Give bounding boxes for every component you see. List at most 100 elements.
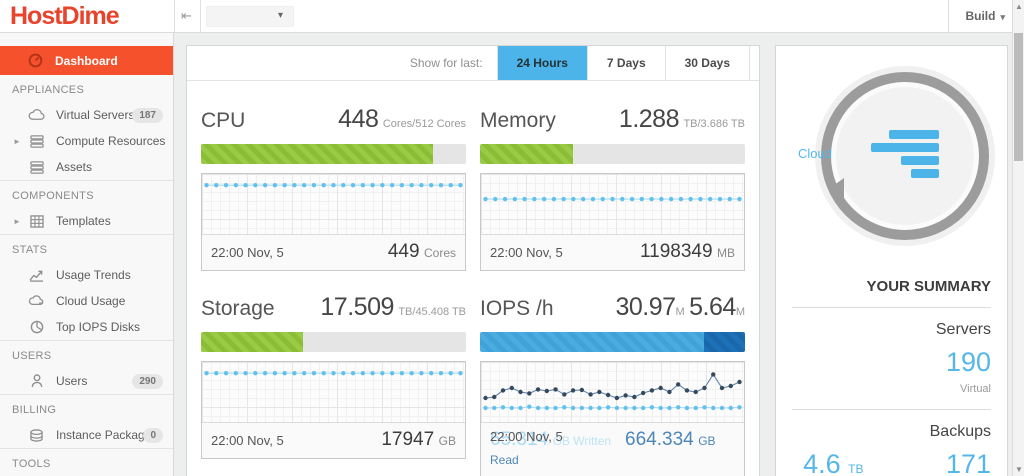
memory-sparkline: [483, 196, 742, 202]
sidebar-item-label: Top IOPS Disks: [56, 320, 141, 334]
summary-divider: [792, 307, 991, 308]
progress-segment-blue: [480, 332, 705, 352]
topbar-divider-2: [200, 0, 201, 32]
iops-read-unit: GB Read: [490, 434, 716, 467]
chevron-down-icon: ▾: [277, 10, 283, 21]
iops-value-read: 5.64: [689, 293, 736, 321]
storage-unit: TB/45.408 TB: [398, 306, 466, 318]
storage-chart-value: 17947: [381, 429, 435, 450]
tab-30-days[interactable]: 30 Days: [664, 46, 750, 80]
backup-size-value[interactable]: 4.6 TB: [792, 449, 864, 476]
sidebar-section-tools: TOOLS: [0, 448, 173, 476]
scroll-up-icon[interactable]: ▲: [1015, 2, 1023, 11]
storage-progress-bar: [201, 332, 466, 352]
user-icon: [28, 374, 45, 388]
memory-title: Memory: [480, 109, 556, 132]
backup-size-number: 4.6: [803, 449, 841, 476]
sidebar-item-label: Virtual Servers: [56, 108, 135, 122]
iops-written-unit: GB Written: [552, 434, 612, 448]
iops-sparkline: [483, 372, 742, 411]
tab-7-days[interactable]: 7 Days: [586, 46, 665, 80]
sidebar-item-users[interactable]: Users 290: [0, 368, 173, 394]
grid-icon: [28, 214, 45, 228]
usage-dashboard-card: Show for last: 24 Hours 7 Days 30 Days C…: [186, 45, 760, 476]
servers-icon: [28, 160, 45, 174]
expand-arrow-icon[interactable]: ►: [13, 216, 21, 226]
iops-title: IOPS /h: [480, 297, 554, 320]
iops-written-value: 65.314: [490, 429, 549, 450]
trend-icon: [28, 269, 45, 282]
sidebar-section-header: COMPONENTS: [12, 190, 94, 202]
iops-progress-bar: [480, 332, 745, 352]
backups-label: Backups: [929, 423, 991, 440]
scroll-down-icon[interactable]: ▼: [1015, 465, 1023, 474]
cloud-bubble-zone: Cloud: [792, 46, 991, 264]
zone-select[interactable]: ▾: [206, 6, 294, 27]
cpu-value: 448: [338, 105, 379, 133]
sidebar-item-assets[interactable]: Assets: [0, 154, 173, 180]
cpu-title: CPU: [201, 109, 246, 132]
sidebar-item-label: Users: [56, 374, 88, 388]
count-badge: 187: [132, 107, 163, 123]
cloud-icon: [28, 109, 45, 121]
usage-panels: CPU 448 Cores/512 Cores 22:00 Nov, 5 449…: [187, 81, 759, 476]
servers-sub-label: Virtual: [960, 383, 991, 395]
cpu-chart-time: 22:00 Nov, 5: [211, 245, 284, 260]
sidebar-item-templates[interactable]: ► Templates: [0, 208, 173, 234]
iops-unit-read: M: [735, 306, 745, 318]
packages-icon: [28, 428, 45, 442]
sidebar-section-header: APPLIANCES: [12, 84, 85, 96]
show-for-last-label: Show for last:: [409, 56, 483, 70]
iops-chart-time: 22:00 Nov, 5: [490, 429, 563, 444]
summary-card: Cloud YOUR SUMMARY Servers 190 Virtual B…: [775, 45, 1008, 476]
brand-logo: HostDime: [10, 2, 120, 30]
storage-chart-value-unit: GB: [438, 434, 456, 448]
sidebar-item-top-iops-disks[interactable]: Top IOPS Disks: [0, 314, 173, 340]
storage-chart-time: 22:00 Nov, 5: [211, 433, 284, 448]
cpu-chart-value: 449: [387, 241, 420, 262]
sidebar-item-cloud-usage[interactable]: Cloud Usage: [0, 288, 173, 314]
topbar-divider: [174, 0, 175, 32]
storage-chart: 22:00 Nov, 5 17947 GB: [201, 361, 466, 459]
sidebar-collapse-icon[interactable]: ⇤: [181, 8, 192, 23]
servers-icon: [28, 134, 45, 148]
cloud-circle-graphic[interactable]: [821, 72, 989, 240]
tab-24-hours[interactable]: 24 Hours: [496, 46, 587, 80]
cpu-chart: 22:00 Nov, 5 449 Cores: [201, 173, 466, 271]
sidebar-item-label: Instance Packages: [56, 428, 158, 442]
gauge-icon: [28, 53, 43, 68]
build-button[interactable]: Build ▾: [948, 0, 1011, 32]
backup-made-value[interactable]: 171: [945, 449, 991, 476]
sidebar-item-instance-packages[interactable]: Instance Packages 0: [0, 422, 173, 448]
pie-icon: [28, 320, 45, 334]
storage-value: 17.509: [320, 293, 394, 321]
build-button-label: Build: [965, 9, 996, 23]
sidebar-item-virtual-servers[interactable]: Virtual Servers 187: [0, 102, 173, 128]
sidebar-section-appliances: APPLIANCES Virtual Servers 187 ► Compute Res…: [0, 75, 173, 180]
expand-arrow-icon[interactable]: ►: [13, 136, 21, 146]
sidebar-item-dashboard[interactable]: Dashboard: [0, 46, 173, 75]
memory-chart: 22:00 Nov, 5 1198349 MB: [480, 173, 745, 271]
memory-value: 1.288: [618, 105, 680, 133]
summary-title: YOUR SUMMARY: [866, 278, 991, 295]
sidebar-section-header: BILLING: [12, 404, 57, 416]
page-scrollbar[interactable]: ▲ ▼: [1012, 0, 1024, 476]
sidebar-section-header: STATS: [12, 244, 48, 256]
cpu-panel: CPU 448 Cores/512 Cores 22:00 Nov, 5 449…: [201, 105, 466, 271]
progress-segment-green: [480, 144, 573, 164]
cloud-label[interactable]: Cloud: [798, 146, 832, 161]
iops-read-value: 664.334: [625, 429, 694, 450]
storage-sparkline: [204, 370, 463, 376]
memory-progress-bar: [480, 144, 745, 164]
sidebar-item-compute-resources[interactable]: ► Compute Resources: [0, 128, 173, 154]
scrollbar-thumb[interactable]: [1014, 33, 1023, 161]
memory-panel: Memory 1.288 TB/3.686 TB 22:00 Nov, 5 11…: [480, 105, 745, 271]
storage-title: Storage: [201, 297, 275, 320]
servers-count[interactable]: 190: [945, 347, 991, 377]
count-badge: 290: [132, 373, 163, 389]
backup-size-unit: TB: [848, 462, 864, 476]
sidebar-sections: APPLIANCES Virtual Servers 187 ► Compute Res…: [0, 75, 173, 476]
cpu-chart-value-unit: Cores: [423, 246, 456, 260]
sidebar-item-usage-trends[interactable]: Usage Trends: [0, 262, 173, 288]
